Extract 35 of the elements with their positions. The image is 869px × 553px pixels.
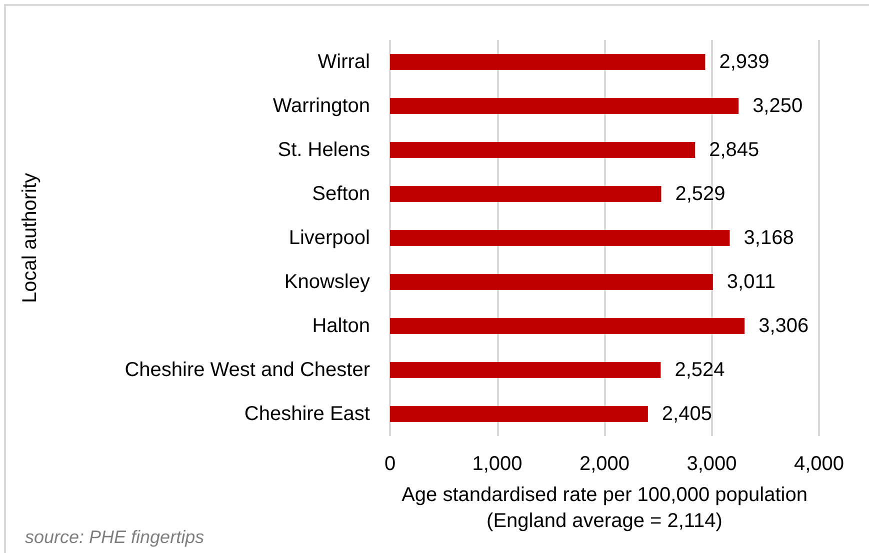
y-tick-label: Warrington — [272, 95, 370, 117]
data-label: 2,845 — [709, 139, 760, 161]
data-label: 2,529 — [675, 183, 726, 205]
x-axis-title: Age standardised rate per 100,000 population (England average = 2,114) — [402, 484, 808, 532]
x-tick-label: 4,000 — [794, 453, 844, 475]
data-label: 3,168 — [744, 227, 794, 249]
x-tick-label: 2,000 — [579, 453, 630, 475]
data-label: 2,939 — [719, 51, 770, 73]
bar — [390, 318, 745, 334]
data-label: 3,011 — [726, 271, 776, 293]
y-tick-label: Knowsley — [284, 271, 370, 293]
bar — [390, 362, 661, 378]
data-label: 2,524 — [674, 359, 725, 381]
x-tick-label: 0 — [384, 453, 396, 475]
bar — [390, 142, 696, 158]
bar — [390, 406, 648, 422]
data-label: 2,405 — [662, 403, 712, 425]
data-label: 3,306 — [758, 315, 809, 337]
y-tick-label: Liverpool — [288, 227, 370, 249]
y-tick-label: Wirral — [318, 51, 370, 73]
y-tick-label: Cheshire East — [244, 403, 370, 425]
bar — [390, 274, 713, 290]
y-tick-label: Halton — [312, 315, 370, 337]
y-axis-title: Local authority — [19, 172, 41, 304]
source-note: source: PHE fingertips — [25, 527, 204, 547]
bar — [390, 186, 662, 202]
bar — [390, 230, 730, 246]
bar — [390, 54, 706, 70]
y-tick-label: St. Helens — [278, 139, 370, 161]
y-tick-label: Cheshire West and Chester — [124, 359, 370, 381]
y-tick-label: Sefton — [312, 183, 370, 205]
x-tick-label: 3,000 — [686, 453, 737, 475]
x-tick-label: 1,000 — [472, 453, 522, 475]
data-label: 3,250 — [752, 95, 803, 117]
bar — [390, 98, 739, 114]
